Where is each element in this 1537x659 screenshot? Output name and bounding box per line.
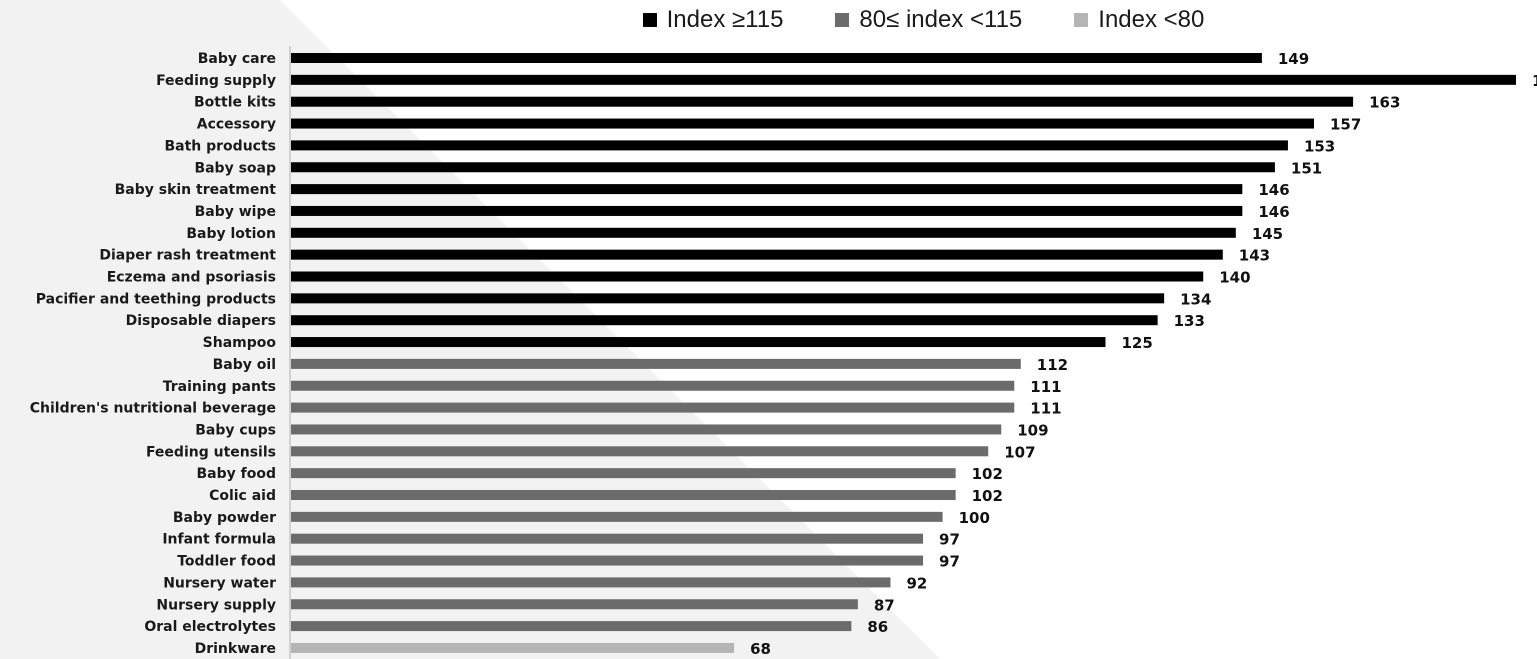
category-label: Bath products [164, 138, 276, 154]
bar [291, 184, 1243, 195]
bar [291, 96, 1354, 107]
value-label: 112 [1037, 356, 1068, 374]
category-label: Infant formula [162, 532, 276, 548]
legend-swatch-mid [835, 13, 850, 27]
legend-label-mid: 80≤ index <115 [859, 6, 1023, 33]
value-label: 134 [1180, 290, 1211, 308]
bar [291, 621, 852, 632]
category-label: Nursery water [163, 575, 276, 591]
legend-item-mid: 80≤ index <115 [835, 4, 1022, 36]
value-label: 111 [1030, 378, 1061, 396]
value-label: 146 [1258, 181, 1289, 199]
bar [291, 118, 1315, 129]
bar [291, 271, 1204, 282]
category-label: Feeding supply [156, 73, 276, 89]
category-label: Children's nutritional beverage [30, 401, 276, 417]
category-label: Diaper rash treatment [99, 248, 276, 264]
category-label: Nursery supply [156, 597, 276, 613]
value-label: 163 [1369, 94, 1400, 112]
legend-label-low: Index <80 [1098, 6, 1205, 33]
bar [291, 555, 924, 566]
category-label: Disposable diapers [126, 313, 276, 329]
legend-swatch-low [1074, 13, 1089, 27]
value-label: 145 [1252, 225, 1283, 243]
bar [291, 599, 858, 610]
value-label: 140 [1219, 269, 1250, 287]
legend-label-high: Index ≥115 [666, 6, 784, 33]
bar [291, 205, 1243, 216]
bar [291, 642, 735, 653]
bar [291, 140, 1288, 151]
value-label: 102 [972, 487, 1003, 505]
bar [291, 293, 1165, 304]
bar [291, 424, 1002, 435]
bar [291, 511, 943, 522]
value-label: 111 [1030, 400, 1061, 418]
category-label: Pacifier and teething products [36, 291, 276, 307]
category-label: Baby soap [194, 160, 276, 176]
category-label: Baby powder [173, 510, 276, 526]
category-label: Baby skin treatment [115, 182, 277, 198]
category-label: Training pants [163, 379, 276, 395]
value-label: 97 [939, 553, 960, 571]
category-label: Oral electrolytes [144, 619, 276, 635]
bar [291, 162, 1275, 173]
category-label: Baby food [197, 466, 277, 482]
bar [291, 337, 1106, 348]
category-label: Baby care [198, 51, 276, 67]
bar [291, 74, 1516, 85]
value-label: 87 [874, 596, 895, 614]
value-label: 157 [1330, 116, 1361, 134]
value-label: 102 [972, 465, 1003, 483]
legend-item-high: Index ≥115 [642, 4, 784, 36]
bar [291, 468, 956, 479]
category-label: Toddler food [177, 554, 276, 570]
bar [291, 227, 1236, 238]
bar [291, 53, 1262, 63]
value-label: 97 [939, 531, 960, 549]
value-label: 100 [959, 509, 990, 527]
bar [291, 446, 989, 457]
value-label: 92 [906, 574, 927, 592]
legend-item-low: Index <80 [1074, 4, 1204, 36]
bar [291, 315, 1158, 326]
value-label: 153 [1304, 137, 1335, 155]
category-label: Colic aid [209, 488, 276, 504]
category-label: Shampoo [203, 335, 277, 351]
bar [291, 577, 891, 588]
value-label: 125 [1121, 334, 1152, 352]
bar [291, 402, 1015, 413]
bar [291, 533, 924, 544]
value-label: 146 [1258, 203, 1289, 221]
category-label: Feeding utensils [146, 444, 276, 460]
bar [291, 249, 1223, 260]
value-label: 151 [1291, 159, 1322, 177]
category-label: Baby cups [195, 422, 276, 438]
bar [291, 358, 1021, 369]
category-label: Baby lotion [186, 226, 276, 242]
value-label: 143 [1239, 247, 1270, 265]
category-label: Accessory [197, 117, 276, 133]
category-label: Baby wipe [195, 204, 276, 220]
value-label: 107 [1004, 443, 1035, 461]
value-label: 109 [1017, 421, 1048, 439]
bar [291, 380, 1015, 391]
category-label: Bottle kits [194, 95, 276, 111]
value-label: 68 [750, 640, 771, 658]
value-label: 86 [867, 618, 888, 636]
category-label: Eczema and psoriasis [107, 270, 276, 286]
value-label: 149 [1278, 50, 1309, 68]
chart-legend: Index ≥115 80≤ index <115 Index <80 [0, 4, 1537, 36]
legend-swatch-high [642, 13, 657, 27]
category-label: Drinkware [195, 641, 276, 657]
value-label: 133 [1174, 312, 1205, 330]
category-label: Baby oil [213, 357, 276, 373]
bar [291, 490, 956, 500]
value-label: 188 [1532, 72, 1537, 90]
